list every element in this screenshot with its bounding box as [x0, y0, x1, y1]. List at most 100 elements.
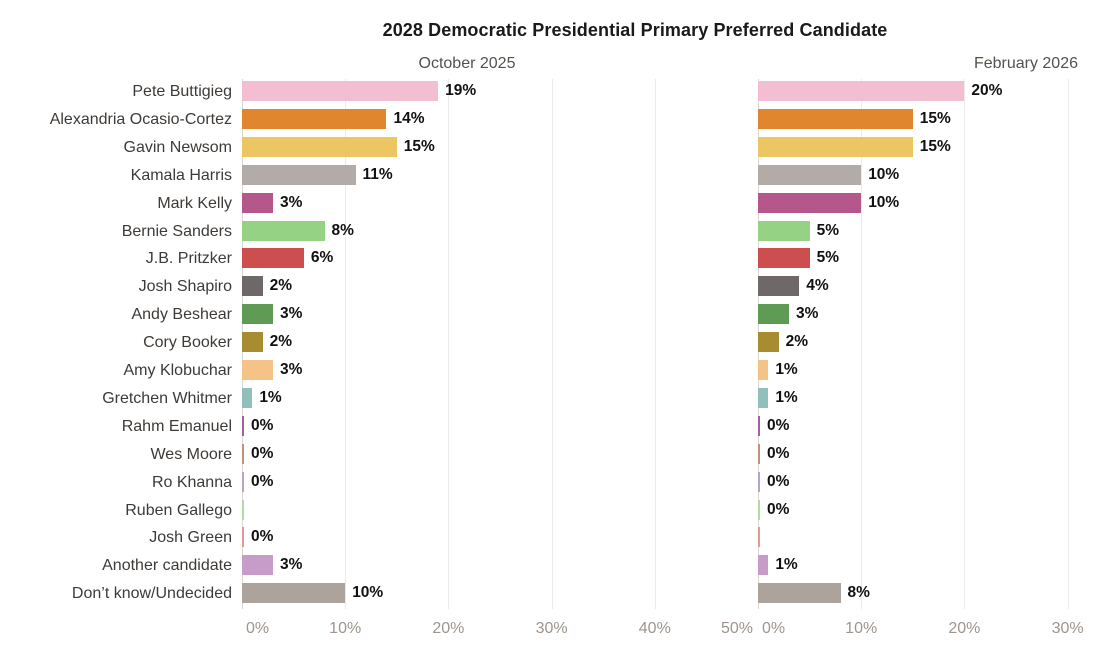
category-label: Amy Klobuchar: [123, 362, 233, 379]
value-label: 10%: [868, 193, 900, 211]
bar-october: [242, 360, 273, 380]
value-label: 0%: [767, 416, 790, 434]
axis-tick-label: 30%: [535, 620, 568, 637]
axis-tick-label: 20%: [432, 620, 465, 637]
bar-row: Gavin Newsom 15% 15%: [0, 135, 1105, 163]
value-label: 10%: [352, 584, 384, 602]
value-label: 15%: [919, 109, 951, 127]
axis-tick-label: 30%: [1051, 620, 1084, 637]
panel-subtitle-february-2026: February 2026: [973, 55, 1078, 72]
left-panel-gridline: [551, 79, 553, 609]
right-panel-gridline: [964, 79, 966, 609]
left-panel-gridline: [448, 79, 450, 609]
category-label: Bernie Sanders: [121, 222, 232, 240]
bar-february: [758, 555, 769, 576]
value-label: 10%: [868, 165, 900, 183]
bar-october: [242, 443, 244, 464]
bar-february: [758, 248, 810, 269]
category-label: Pete Buttigieg: [132, 83, 232, 100]
category-label: Andy Beshear: [131, 306, 232, 324]
value-label: 0%: [767, 472, 790, 490]
bar-row: Mark Kelly 3% 10%: [0, 191, 1105, 219]
category-label: Gretchen Whitmer: [102, 389, 232, 407]
value-label: 0%: [251, 472, 274, 490]
value-label: 1%: [259, 388, 282, 406]
bar-row: Andy Beshear 3% 3%: [0, 302, 1105, 330]
value-label: 11%: [362, 165, 393, 183]
bar-row: Josh Green 0%: [0, 525, 1105, 553]
value-label: 3%: [279, 193, 303, 211]
bar-october: [242, 136, 397, 157]
axis-tick-label: 0%: [246, 620, 270, 637]
bar-february: [758, 387, 769, 408]
bar-row: Rahm Emanuel 0% 0%: [0, 414, 1105, 442]
bar-row: Kamala Harris 11% 10%: [0, 163, 1105, 191]
bar-october: [242, 415, 244, 436]
bar-row: Ro Khanna 0% 0%: [0, 470, 1105, 498]
bar-february: [758, 527, 760, 548]
bar-row: Cory Booker 2% 2%: [0, 330, 1105, 358]
category-label: Rahm Emanuel: [121, 417, 232, 435]
category-label: Don’t know/Undecided: [71, 585, 232, 603]
bar-row: Amy Klobuchar 3% 1%: [0, 358, 1105, 386]
bar-october: [242, 220, 325, 241]
axis-tick-label: 10%: [845, 620, 878, 637]
category-label: J.B. Pritzker: [145, 250, 232, 268]
panel-subtitle-october-2025: October 2025: [418, 55, 516, 72]
value-label: 6%: [310, 249, 334, 267]
bar-october: [242, 304, 273, 325]
value-label: 1%: [775, 361, 798, 378]
bar-february: [758, 276, 800, 297]
category-label: Gavin Newsom: [123, 138, 232, 156]
bar-october: [242, 471, 244, 492]
bar-october: [242, 555, 273, 576]
left-panel-gridline: [345, 79, 347, 609]
bar-october: [242, 583, 346, 604]
bar-february: [758, 192, 862, 213]
category-label: Josh Shapiro: [138, 278, 232, 296]
value-label: 2%: [785, 333, 809, 351]
bar-february: [758, 360, 769, 380]
value-label: 2%: [269, 277, 293, 295]
value-label: 0%: [251, 416, 274, 434]
right-panel-gridline: [1067, 79, 1069, 609]
value-label: 0%: [767, 500, 790, 518]
axis-tick-label: 0%: [762, 620, 786, 637]
bar-february: [758, 471, 760, 492]
value-label: 3%: [795, 305, 819, 323]
bar-february: [758, 108, 913, 129]
bar-february: [758, 164, 862, 185]
bar-row: Josh Shapiro 2% 4%: [0, 274, 1105, 302]
value-label: 15%: [919, 137, 951, 155]
right-panel-gridline: [861, 79, 863, 609]
category-label: Josh Green: [149, 529, 232, 547]
value-label: 3%: [279, 361, 303, 378]
bar-october: [242, 387, 253, 408]
bar-february: [758, 332, 779, 353]
bar-february: [758, 415, 760, 436]
bar-row: Don’t know/Undecided 10% 8%: [0, 581, 1105, 609]
value-label: 1%: [775, 556, 798, 574]
value-label: 4%: [806, 277, 829, 295]
value-label: 0%: [251, 444, 274, 462]
bar-october: [242, 276, 263, 297]
category-label: Wes Moore: [150, 445, 232, 463]
bar-row: Gretchen Whitmer 1% 1%: [0, 386, 1105, 414]
bar-february: [758, 583, 841, 604]
bar-february: [758, 220, 810, 241]
bar-october: [242, 499, 244, 520]
bar-row: Another candidate 3% 1%: [0, 553, 1105, 581]
bar-october: [242, 192, 273, 213]
bar-february: [758, 499, 760, 520]
bar-row: Ruben Gallego 0%: [0, 498, 1105, 526]
left-panel-gridline: [654, 79, 656, 609]
category-label: Mark Kelly: [157, 194, 232, 212]
bar-february: [758, 443, 760, 464]
value-label: 0%: [767, 444, 790, 462]
value-label: 2%: [269, 333, 293, 351]
bar-october: [242, 108, 387, 129]
axis-tick-label: 50%: [720, 620, 753, 637]
axis-tick-label: 40%: [638, 620, 671, 637]
chart-title: 2028 Democratic Presidential Primary Pre…: [382, 20, 888, 40]
value-label: 3%: [279, 556, 303, 574]
